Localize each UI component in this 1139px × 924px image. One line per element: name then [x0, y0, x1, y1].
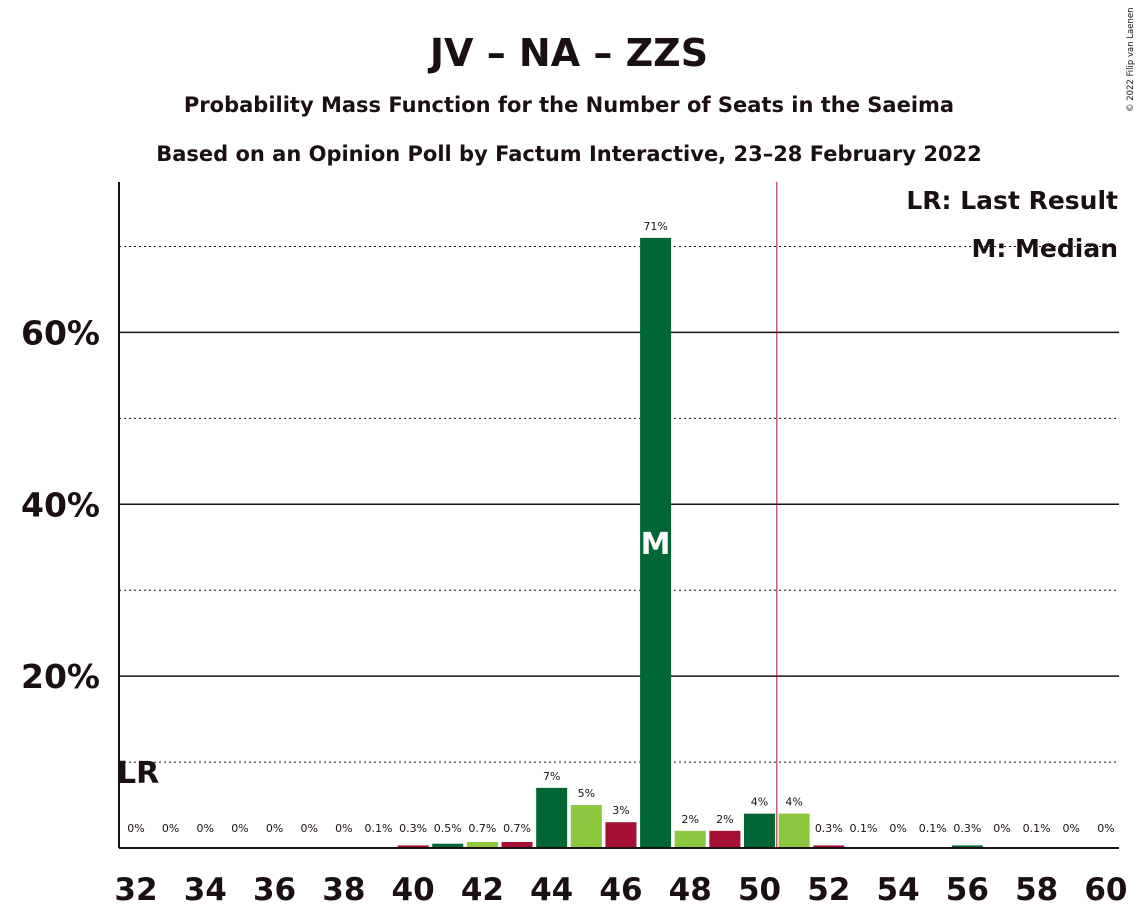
y-tick-labels: 20% 40% 60%: [21, 313, 100, 696]
data-labels: 0% 0% 0% 0% 0% 0% 0% 0.1% 0.3% 0.5% 0.7% 0.7% 7% 5% 3%…: [127, 220, 1114, 835]
data-label: 5%: [578, 787, 595, 800]
data-label: 0.1%: [365, 822, 393, 835]
x-tick-label: 60: [1084, 872, 1127, 908]
x-tick-labels: 32 34 36 38 40 42 44 46 48 50 52 54 56 58 60: [114, 872, 1127, 908]
x-tick-label: 54: [877, 872, 920, 908]
y-tick-label: 60%: [21, 313, 100, 352]
data-label: 0%: [197, 822, 214, 835]
x-tick-label: 52: [807, 872, 850, 908]
data-label: 71%: [643, 220, 667, 233]
data-label: 0%: [1063, 822, 1080, 835]
data-label: 0%: [231, 822, 248, 835]
last-result-label: LR: [117, 756, 159, 791]
data-label: 0.3%: [399, 822, 427, 835]
bar: [709, 830, 741, 848]
data-label: 0%: [266, 822, 283, 835]
bars: [362, 237, 1053, 849]
x-tick-label: 36: [253, 872, 296, 908]
x-tick-label: 46: [599, 872, 642, 908]
bar: [570, 805, 602, 848]
data-label: 0%: [1097, 822, 1114, 835]
data-label: 0.3%: [953, 822, 981, 835]
data-label: 0.3%: [815, 822, 843, 835]
data-label: 4%: [785, 796, 802, 809]
data-label: 2%: [682, 813, 699, 826]
data-label: 0.5%: [434, 822, 462, 835]
data-label: 0%: [993, 822, 1010, 835]
x-tick-label: 40: [392, 872, 435, 908]
data-label: 0%: [127, 822, 144, 835]
bar: [778, 813, 810, 848]
copyright-text: © 2022 Filip van Laenen: [1126, 8, 1136, 113]
y-tick-label: 40%: [21, 485, 100, 524]
x-tick-label: 48: [669, 872, 712, 908]
bar: [432, 843, 464, 848]
bar: [744, 813, 776, 848]
x-tick-label: 42: [461, 872, 504, 908]
x-tick-label: 38: [322, 872, 365, 908]
bar: [501, 841, 533, 848]
bar: [951, 845, 983, 848]
data-label: 0.7%: [503, 822, 531, 835]
legend-median: M: Median: [971, 234, 1118, 263]
bar: [674, 830, 706, 848]
x-tick-label: 50: [738, 872, 781, 908]
chart-title: JV – NA – ZZS: [427, 31, 708, 75]
median-label: M: [641, 527, 671, 562]
bar: [536, 787, 568, 848]
x-tick-label: 44: [530, 872, 573, 908]
bar: [640, 237, 672, 849]
data-label: 0.1%: [1023, 822, 1051, 835]
data-label: 2%: [716, 813, 733, 826]
data-label: 0.1%: [849, 822, 877, 835]
chart-subtitle: Probability Mass Function for the Number…: [184, 93, 954, 117]
data-label: 0.7%: [468, 822, 496, 835]
data-label: 4%: [751, 796, 768, 809]
data-label: 0%: [300, 822, 317, 835]
x-tick-label: 56: [946, 872, 989, 908]
chart-subtitle-poll: Based on an Opinion Poll by Factum Inter…: [156, 142, 982, 166]
legend-last-result: LR: Last Result: [906, 186, 1118, 215]
x-tick-label: 58: [1015, 872, 1058, 908]
data-label: 0.1%: [919, 822, 947, 835]
data-label: 3%: [612, 804, 629, 817]
bar: [605, 822, 637, 848]
data-label: 0%: [335, 822, 352, 835]
data-label: 0%: [889, 822, 906, 835]
x-tick-label: 32: [114, 872, 157, 908]
y-tick-label: 20%: [21, 657, 100, 696]
bar: [466, 841, 498, 848]
data-label: 7%: [543, 770, 560, 783]
data-label: 0%: [162, 822, 179, 835]
bar: [397, 845, 429, 848]
bar: [813, 845, 845, 848]
gridlines: [119, 245, 1119, 763]
x-tick-label: 34: [184, 872, 227, 908]
